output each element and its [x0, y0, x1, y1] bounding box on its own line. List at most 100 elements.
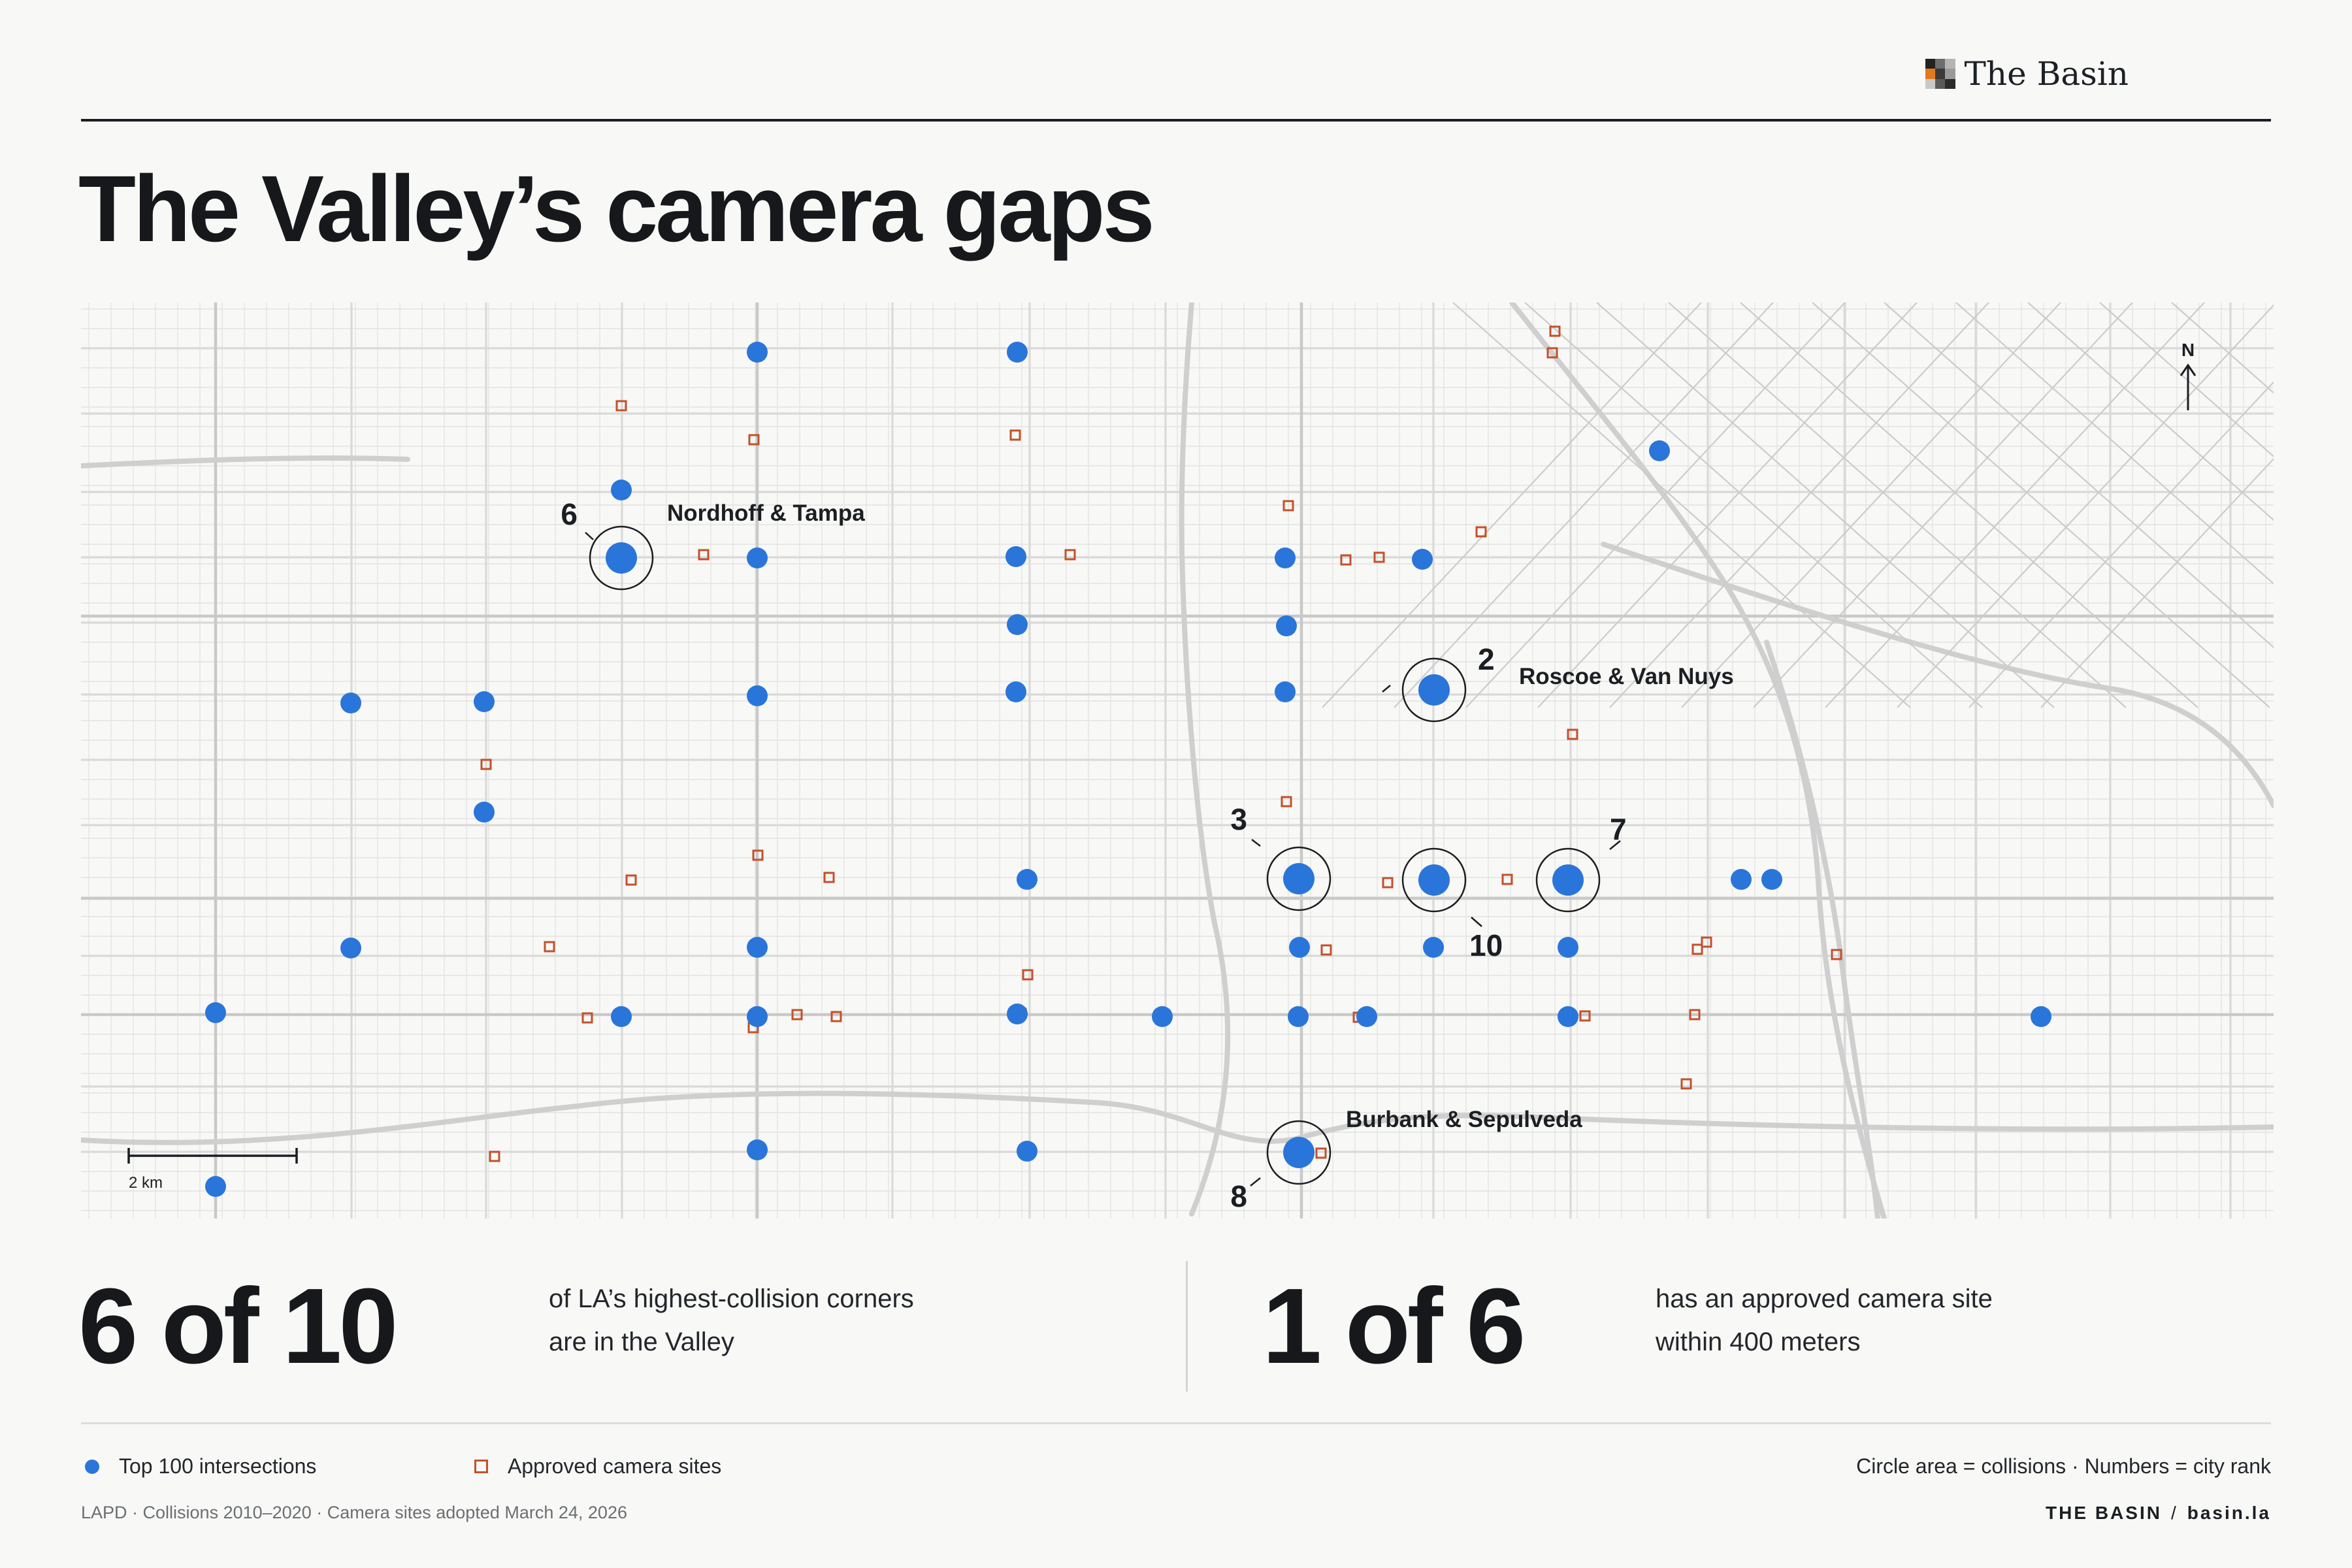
camera-site-marker	[1320, 944, 1332, 956]
camera-site-marker	[1281, 796, 1292, 808]
stat-camera-count: 1 of 6	[1262, 1266, 1526, 1386]
stat-valley-line-2: are in the Valley	[549, 1328, 734, 1356]
ranked-intersection-dot[interactable]	[1418, 674, 1450, 706]
camera-site-marker	[1831, 949, 1842, 960]
intersection-dot	[1152, 1006, 1173, 1027]
orange-square-icon	[474, 1460, 488, 1473]
intersection-dot	[747, 547, 768, 568]
brand-logo-tile	[1935, 69, 1946, 79]
brand-logo-tile	[1935, 59, 1946, 69]
rank-6-label: 6	[561, 497, 578, 531]
ranked-intersection-dot[interactable]	[1552, 864, 1584, 896]
rank-8-label: 8	[1230, 1179, 1247, 1213]
camera-site-marker	[1022, 969, 1034, 981]
freeway-170	[1764, 640, 1880, 1218]
ranked-intersection-dot[interactable]	[606, 542, 637, 574]
rank-leaders	[585, 532, 1621, 1186]
stat-valley-count: 6 of 10	[78, 1266, 399, 1386]
legend-cameras-label: Approved camera sites	[508, 1454, 722, 1478]
camera-site-marker	[1689, 1009, 1701, 1021]
camera-site-marker	[1373, 551, 1385, 563]
camera-site-marker	[830, 1011, 842, 1022]
stat-camera-line-1: has an approved camera site	[1656, 1284, 1993, 1313]
rank-7-ring	[1535, 847, 1601, 913]
brand[interactable]: The Basin	[1925, 55, 2129, 93]
camera-site-marker	[791, 1009, 803, 1021]
intersection-dot	[747, 1139, 768, 1160]
ranked-intersection-dot[interactable]	[1283, 863, 1315, 894]
camera-site-marker	[748, 434, 760, 446]
freeway-118-west	[81, 455, 410, 468]
intersection-dot	[1356, 1006, 1377, 1027]
ranked-intersection-dot[interactable]	[1283, 1137, 1315, 1168]
freeway-405	[1179, 302, 1231, 1217]
blue-dot-icon	[85, 1459, 99, 1474]
intersection-dot	[340, 693, 361, 713]
intersection-dot	[1017, 1141, 1037, 1162]
stat-divider	[1186, 1261, 1188, 1392]
source-note: LAPD · Collisions 2010–2020 · Camera sit…	[81, 1503, 627, 1522]
intersection-dot	[1276, 615, 1297, 636]
camera-site-marker	[1549, 325, 1561, 337]
camera-site-marker	[480, 759, 492, 770]
rank-2-label: 2	[1478, 642, 1495, 676]
credit-separator: /	[2170, 1503, 2178, 1523]
intersection-dot	[1007, 614, 1028, 635]
camera-site-marker	[615, 400, 627, 412]
legend-note: Circle area = collisions · Numbers = cit…	[1856, 1454, 2271, 1478]
credit: THE BASIN / basin.la	[2046, 1503, 2271, 1524]
intersection-dot	[1007, 342, 1028, 363]
page-title: The Valley’s camera gaps	[78, 156, 1155, 261]
intersection-dot	[205, 1176, 226, 1197]
intersection-dot	[1761, 869, 1782, 890]
credit-publisher[interactable]: THE BASIN	[2046, 1503, 2162, 1523]
intersection-dot	[1005, 681, 1026, 702]
camera-site-marker	[625, 874, 637, 886]
legend-intersections-label: Top 100 intersections	[119, 1454, 317, 1478]
diagonal-streets	[1322, 302, 2274, 708]
camera-site-marker	[823, 872, 835, 883]
rank-8-ring	[1266, 1120, 1331, 1185]
freeway-101	[81, 1090, 2274, 1145]
rank-3-label: 3	[1230, 802, 1247, 836]
brand-logo-tile	[1945, 59, 1955, 69]
brand-logo-icon	[1925, 59, 1955, 89]
camera-site-marker	[1579, 1010, 1591, 1022]
intersection-dot	[1649, 440, 1670, 461]
camera-site-marker	[1009, 429, 1021, 441]
intersection-dot	[611, 1006, 632, 1027]
intersection-dot	[1017, 869, 1037, 890]
brand-logo-tile	[1925, 69, 1935, 79]
map-canvas[interactable]: 6 2 3 10 7 8 Nordhoff & Tampa Roscoe & V…	[81, 302, 2274, 1218]
intersection-dot	[1412, 549, 1433, 570]
intersection-dot	[747, 342, 768, 363]
intersection-dot	[1288, 1006, 1309, 1027]
legend-cameras: Approved camera sites	[474, 1454, 721, 1478]
ranked-intersection-dot[interactable]	[1418, 864, 1450, 896]
major-streets	[81, 302, 2274, 1218]
brand-logo-tile	[1925, 59, 1935, 69]
footer-divider	[81, 1422, 2271, 1424]
camera-site-marker	[1382, 877, 1394, 889]
stat-camera-line-2: within 400 meters	[1656, 1328, 1861, 1356]
top-rank-rings	[589, 525, 1601, 1185]
map[interactable]: 6 2 3 10 7 8 Nordhoff & Tampa Roscoe & V…	[81, 302, 2274, 1218]
camera-site-marker	[1501, 874, 1513, 885]
intersection-dot	[1289, 937, 1310, 958]
camera-site-marker	[1475, 526, 1487, 538]
minor-streets	[81, 302, 2274, 1218]
header-divider	[81, 119, 2271, 122]
stat-camera-description: has an approved camera site within 400 m…	[1656, 1277, 1993, 1364]
camera-site-marker	[752, 849, 764, 861]
camera-site-marker	[1282, 500, 1294, 512]
camera-site-marker	[698, 549, 710, 561]
brand-logo-tile	[1945, 69, 1955, 79]
camera-site-marker	[1315, 1147, 1327, 1159]
credit-url[interactable]: basin.la	[2187, 1503, 2271, 1523]
stat-valley-description: of LA’s highest-collision corners are in…	[549, 1277, 914, 1364]
stat-valley-line-1: of LA’s highest-collision corners	[549, 1284, 914, 1313]
brand-name: The Basin	[1964, 55, 2129, 93]
intersection-dot	[747, 685, 768, 706]
scale-label: 2 km	[129, 1174, 163, 1192]
north-label: N	[2181, 340, 2195, 360]
